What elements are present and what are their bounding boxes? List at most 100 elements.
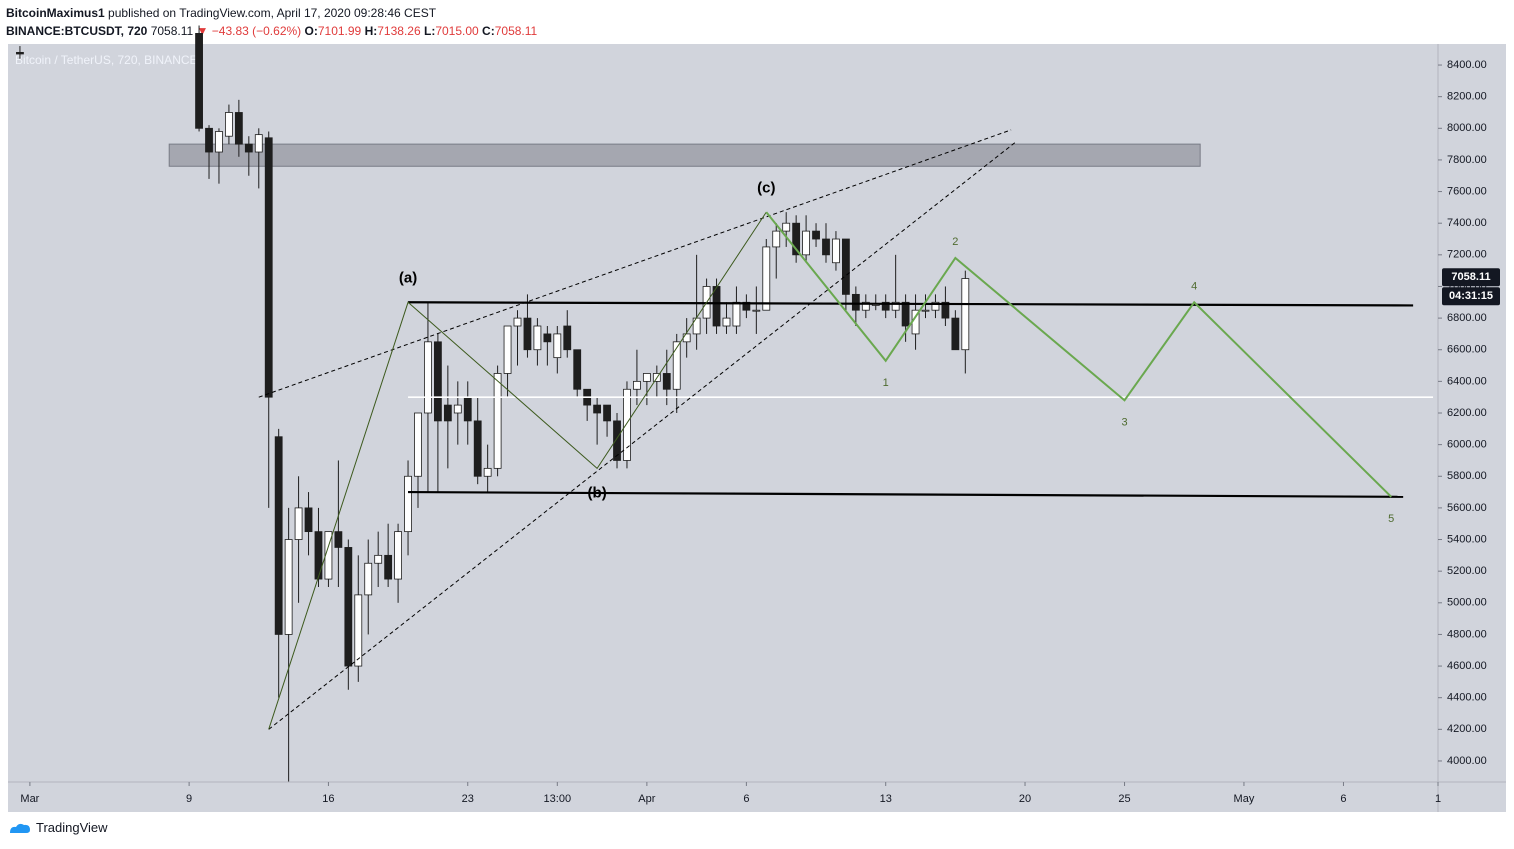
drawing-line <box>765 211 1392 498</box>
c-key: C: <box>482 24 495 38</box>
y-tick-label: 5400.00 <box>1447 533 1487 545</box>
candle-body <box>503 325 512 374</box>
candle-body <box>812 230 820 240</box>
l-val: 7015.00 <box>435 24 479 38</box>
candle-body <box>742 301 751 311</box>
candle-body <box>284 539 293 635</box>
y-tick-label: 4800.00 <box>1447 628 1487 640</box>
y-tick-label: 6800.00 <box>1447 312 1487 324</box>
y-tick-label: 7000.00 <box>1447 280 1487 292</box>
y-tick-label: 8000.00 <box>1447 122 1487 134</box>
x-tick-label: 23 <box>462 793 474 805</box>
candle-body <box>244 143 253 153</box>
resistance-zone <box>168 143 1201 167</box>
y-tick-label: 4600.00 <box>1447 660 1487 672</box>
candle-body <box>722 317 731 327</box>
h-key: H: <box>364 24 378 38</box>
y-tick-label: 7600.00 <box>1447 185 1487 197</box>
last-price: 7058.11 <box>1451 271 1490 283</box>
o-key: O: <box>304 24 318 38</box>
candle-body <box>215 131 223 153</box>
y-tick-label: 8400.00 <box>1447 59 1487 71</box>
candle-body <box>374 554 383 564</box>
candle-body <box>354 594 363 667</box>
candle-body <box>234 112 243 145</box>
candle-body <box>692 317 701 335</box>
countdown: 04:31:15 <box>1449 290 1493 302</box>
candle-body <box>752 309 761 312</box>
candle-body <box>523 317 532 351</box>
candle-body <box>593 404 602 414</box>
x-tick-label: 6 <box>1340 793 1346 805</box>
candle-body <box>324 531 333 580</box>
y-tick-label: 7800.00 <box>1447 154 1487 166</box>
candle-body <box>314 531 323 580</box>
candle-body <box>225 112 233 137</box>
candle-body <box>473 420 482 477</box>
x-tick-label: 13 <box>880 793 892 805</box>
x-tick-label: May <box>1234 793 1255 805</box>
c-val: 7058.11 <box>494 24 538 38</box>
candle-body <box>911 309 920 335</box>
candle-body <box>792 222 801 256</box>
candle-body <box>633 380 641 390</box>
x-tick-label: Mar <box>20 793 39 805</box>
x-tick-label: 16 <box>322 793 334 805</box>
candle-body <box>513 317 522 327</box>
symbol-line: BINANCE:BTCUSDT, 720 7058.11 ▼ −43.83 (−… <box>6 22 537 40</box>
candle-body <box>841 238 850 295</box>
change: ▼ −43.83 (−0.62%) <box>196 24 302 38</box>
wave-label: (c) <box>757 179 775 196</box>
candle-body <box>951 317 960 351</box>
y-tick-label: 5000.00 <box>1447 597 1487 609</box>
candle-body <box>672 341 681 390</box>
y-tick-label: 4000.00 <box>1447 755 1487 767</box>
candle-body <box>613 420 621 461</box>
candle-body <box>453 404 462 414</box>
candle-body <box>851 293 860 311</box>
brand: TradingView <box>36 820 108 835</box>
candle-body <box>424 341 432 414</box>
y-tick-label: 6600.00 <box>1447 344 1487 356</box>
candle-body <box>623 388 631 461</box>
candle-body <box>941 301 950 319</box>
candle-body <box>254 134 263 153</box>
drawing-line <box>408 490 1404 498</box>
candle-body <box>782 222 791 232</box>
candle-body <box>205 127 213 153</box>
published: published on TradingView.com, April 17, … <box>108 6 437 20</box>
candle-body <box>921 309 930 312</box>
candle-body <box>822 238 830 256</box>
candle-body <box>772 230 781 248</box>
y-tick-label: 5200.00 <box>1447 565 1487 577</box>
candle-body <box>533 325 542 351</box>
candle-body <box>682 333 691 343</box>
o-val: 7101.99 <box>317 24 362 38</box>
footer: TradingView <box>8 820 108 835</box>
y-tick-label: 4400.00 <box>1447 692 1487 704</box>
wave-label: (b) <box>588 485 607 502</box>
candle-body <box>364 562 373 596</box>
candle-body <box>891 301 900 311</box>
y-tick-label: 6400.00 <box>1447 375 1487 387</box>
logo <box>10 823 30 833</box>
candle-body <box>563 325 572 351</box>
candle-body <box>553 333 562 359</box>
y-tick-label: 6000.00 <box>1447 439 1487 451</box>
candle-body <box>394 531 402 580</box>
symbol: BINANCE:BTCUSDT, 720 <box>6 24 148 38</box>
wave-label: 4 <box>1191 280 1197 292</box>
candle-body <box>264 137 273 398</box>
plot-bg <box>8 44 1438 782</box>
y-tick-label: 7200.00 <box>1447 249 1487 261</box>
publisher: BitcoinMaximus1 <box>6 6 105 20</box>
publish-line: BitcoinMaximus1 published on TradingView… <box>6 4 537 22</box>
candle-body <box>732 301 741 327</box>
drawing-line <box>268 211 767 730</box>
h-val: 7138.26 <box>377 24 421 38</box>
x-tick-label: 6 <box>743 793 749 805</box>
candle-body <box>861 301 870 311</box>
candle-body <box>961 278 970 351</box>
time-axis-bg <box>8 782 1506 812</box>
candle-body <box>871 303 880 306</box>
